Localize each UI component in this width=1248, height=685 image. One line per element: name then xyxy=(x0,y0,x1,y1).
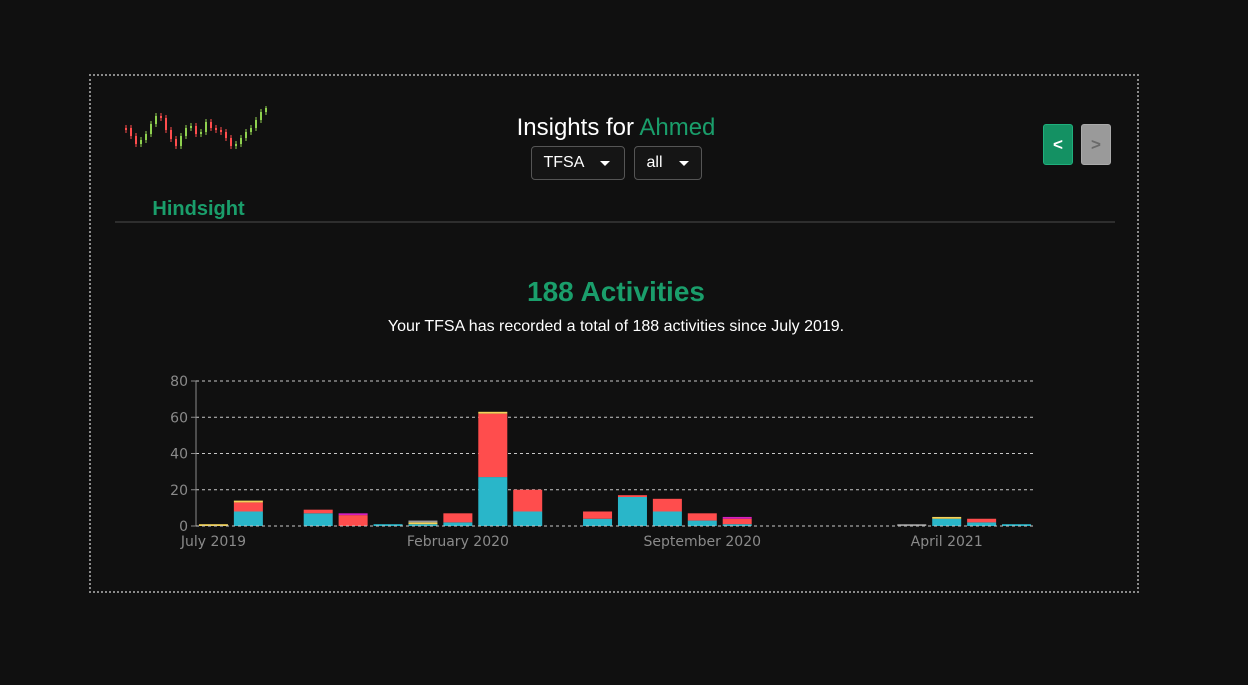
bar-segment xyxy=(233,500,263,503)
bar-segment xyxy=(617,495,647,497)
bar-segment xyxy=(478,477,508,526)
bar-segment xyxy=(722,518,752,525)
previous-button[interactable]: < xyxy=(1043,124,1073,165)
brand-name: Hindsight xyxy=(152,198,245,220)
hindsight-logo: Hindsight xyxy=(123,106,273,220)
bar-segment xyxy=(303,513,333,526)
bar-segment xyxy=(583,518,613,526)
bar-segment xyxy=(687,513,717,521)
bar-segment xyxy=(932,516,962,519)
bar-segment xyxy=(513,511,543,526)
title-prefix: Insights for xyxy=(516,114,634,141)
bar-segment xyxy=(967,518,997,523)
bar-segment xyxy=(408,522,438,525)
user-name: Ahmed xyxy=(639,114,716,141)
y-tick-label: 20 xyxy=(170,483,188,499)
filter-selects: TFSA all xyxy=(471,146,761,180)
account-select-value: TFSA xyxy=(543,154,585,171)
bar-segment xyxy=(233,502,263,512)
chevron-down-icon xyxy=(600,160,611,166)
candlestick-logo-icon xyxy=(125,106,267,149)
y-tick-label: 80 xyxy=(170,374,188,390)
bar-segment xyxy=(198,524,228,526)
bar-segment xyxy=(478,413,508,478)
page-title: Insights for Ahmed xyxy=(471,114,761,142)
insights-card: Hindsight Insights for Ahmed TFSA all < … xyxy=(89,74,1139,593)
activity-type-select[interactable]: all xyxy=(633,146,702,180)
account-select[interactable]: TFSA xyxy=(530,146,625,180)
bar-segment xyxy=(722,516,752,519)
bar-segment xyxy=(652,511,682,526)
x-tick-label: July 2019 xyxy=(180,534,246,550)
bar-segment xyxy=(967,522,997,526)
activities-bar-chart: 0 20 40 60 80 July 2019 February 2020 September… xyxy=(170,374,1034,550)
bar-segment xyxy=(338,515,368,526)
bar-segment xyxy=(722,524,752,526)
bar-segment xyxy=(583,511,613,519)
activities-description: Your TFSA has recorded a total of 188 ac… xyxy=(387,318,845,335)
bar-segment xyxy=(1002,524,1032,526)
next-button[interactable]: > xyxy=(1081,124,1111,165)
chevron-down-icon xyxy=(678,160,689,166)
bar-segment xyxy=(443,513,473,523)
activities-headline: 188 Activities xyxy=(527,276,705,307)
bar-segment xyxy=(617,497,647,526)
header: Insights for Ahmed TFSA all xyxy=(471,114,761,180)
y-tick-label: 40 xyxy=(170,447,188,463)
bar-segment xyxy=(338,513,368,516)
bar-segment xyxy=(513,489,543,512)
header-divider xyxy=(115,221,1115,223)
bar-segment xyxy=(478,411,508,414)
x-tick-label: September 2020 xyxy=(644,534,761,550)
bar-segment xyxy=(443,522,473,526)
bar-segment xyxy=(932,518,962,526)
y-tick-label: 0 xyxy=(179,519,188,535)
bar-segment xyxy=(687,520,717,526)
bar-segment xyxy=(233,511,263,526)
x-tick-label: April 2021 xyxy=(911,534,983,550)
bar-segment xyxy=(303,509,333,514)
bar-segment xyxy=(408,524,438,526)
bar-segment xyxy=(897,524,927,526)
bar-segment xyxy=(652,498,682,512)
y-tick-label: 60 xyxy=(170,410,188,426)
bar-segment xyxy=(408,520,438,523)
x-tick-label: February 2020 xyxy=(407,534,509,550)
activity-type-select-value: all xyxy=(646,154,663,171)
bar-segment xyxy=(373,524,403,526)
